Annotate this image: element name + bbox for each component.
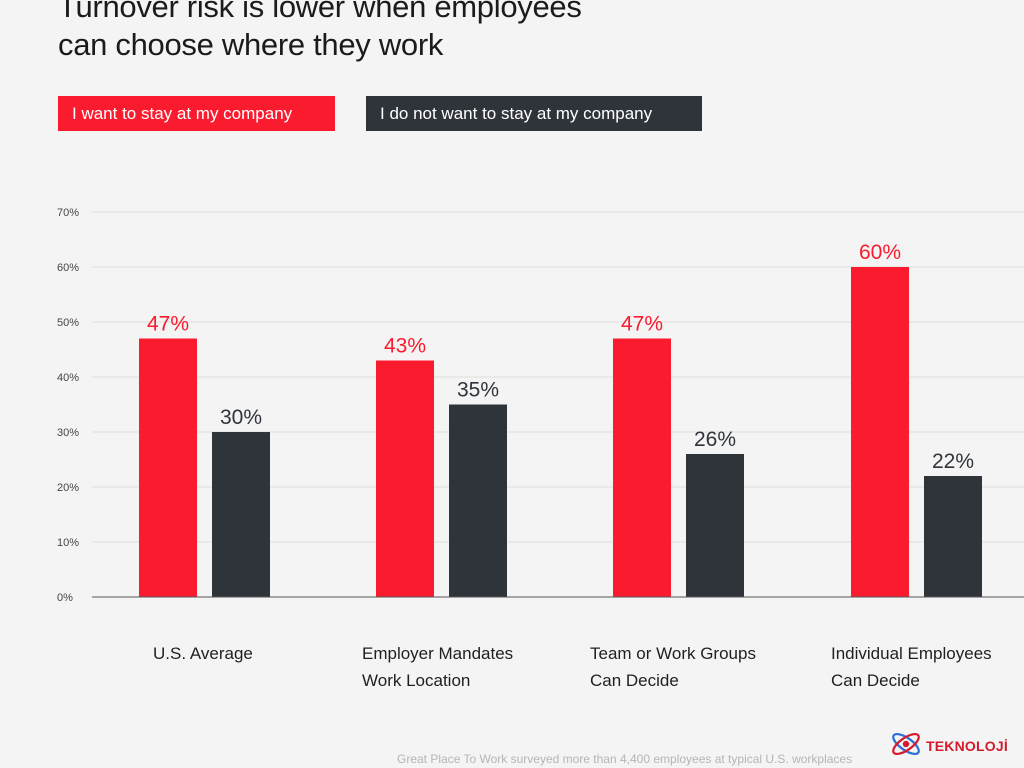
category-label-line: Team or Work Groups — [590, 644, 756, 663]
y-tick-label: 30% — [57, 427, 79, 439]
y-tick-label: 10% — [57, 537, 79, 549]
category-label-line: Work Location — [362, 671, 471, 690]
data-label: 26% — [694, 428, 736, 451]
bar — [376, 360, 434, 597]
y-tick-label: 20% — [57, 482, 79, 494]
y-tick-label: 40% — [57, 372, 79, 384]
category-label-us-average: U.S. Average — [153, 640, 253, 667]
footer-note: Great Place To Work surveyed more than 4… — [397, 752, 853, 766]
bar — [686, 454, 744, 597]
y-tick-label: 0% — [57, 592, 73, 604]
data-label: 43% — [384, 335, 426, 358]
brand-text: TEKNOLOJİ — [926, 738, 1008, 754]
bar — [449, 404, 507, 597]
category-label-team-groups: Team or Work Groups Can Decide — [590, 640, 756, 694]
chart-title: Turnover risk is lower when employees ca… — [58, 0, 958, 64]
data-label: 47% — [621, 313, 663, 336]
bar — [212, 432, 270, 597]
category-label-line: Individual Employees — [831, 644, 992, 663]
y-tick-label: 70% — [57, 207, 79, 219]
data-label: 35% — [457, 379, 499, 402]
data-label: 47% — [147, 313, 189, 336]
bar — [851, 267, 909, 597]
category-label-line: Can Decide — [590, 671, 679, 690]
y-tick-label: 60% — [57, 262, 79, 274]
bar — [924, 476, 982, 597]
category-label-individual-employees: Individual Employees Can Decide — [831, 640, 992, 694]
data-label: 60% — [859, 241, 901, 264]
chart-title-line-2: can choose where they work — [58, 27, 444, 62]
chart-title-line-1: Turnover risk is lower when employees — [58, 0, 582, 24]
category-label-line: Can Decide — [831, 671, 920, 690]
data-label: 22% — [932, 450, 974, 473]
legend-item-stay: I want to stay at my company — [58, 96, 335, 131]
category-label-line: Employer Mandates — [362, 644, 514, 663]
legend-item-leave: I do not want to stay at my company — [366, 96, 702, 131]
atom-logo-icon — [888, 726, 924, 767]
bar — [139, 338, 197, 597]
data-label: 30% — [220, 406, 262, 429]
bar — [613, 338, 671, 597]
category-label-line: U.S. Average — [153, 644, 253, 663]
y-tick-label: 50% — [57, 317, 79, 329]
category-label-employer-mandates: Employer Mandates Work Location — [362, 640, 513, 694]
brand-logo: TEKNOLOJİ — [888, 728, 1024, 764]
